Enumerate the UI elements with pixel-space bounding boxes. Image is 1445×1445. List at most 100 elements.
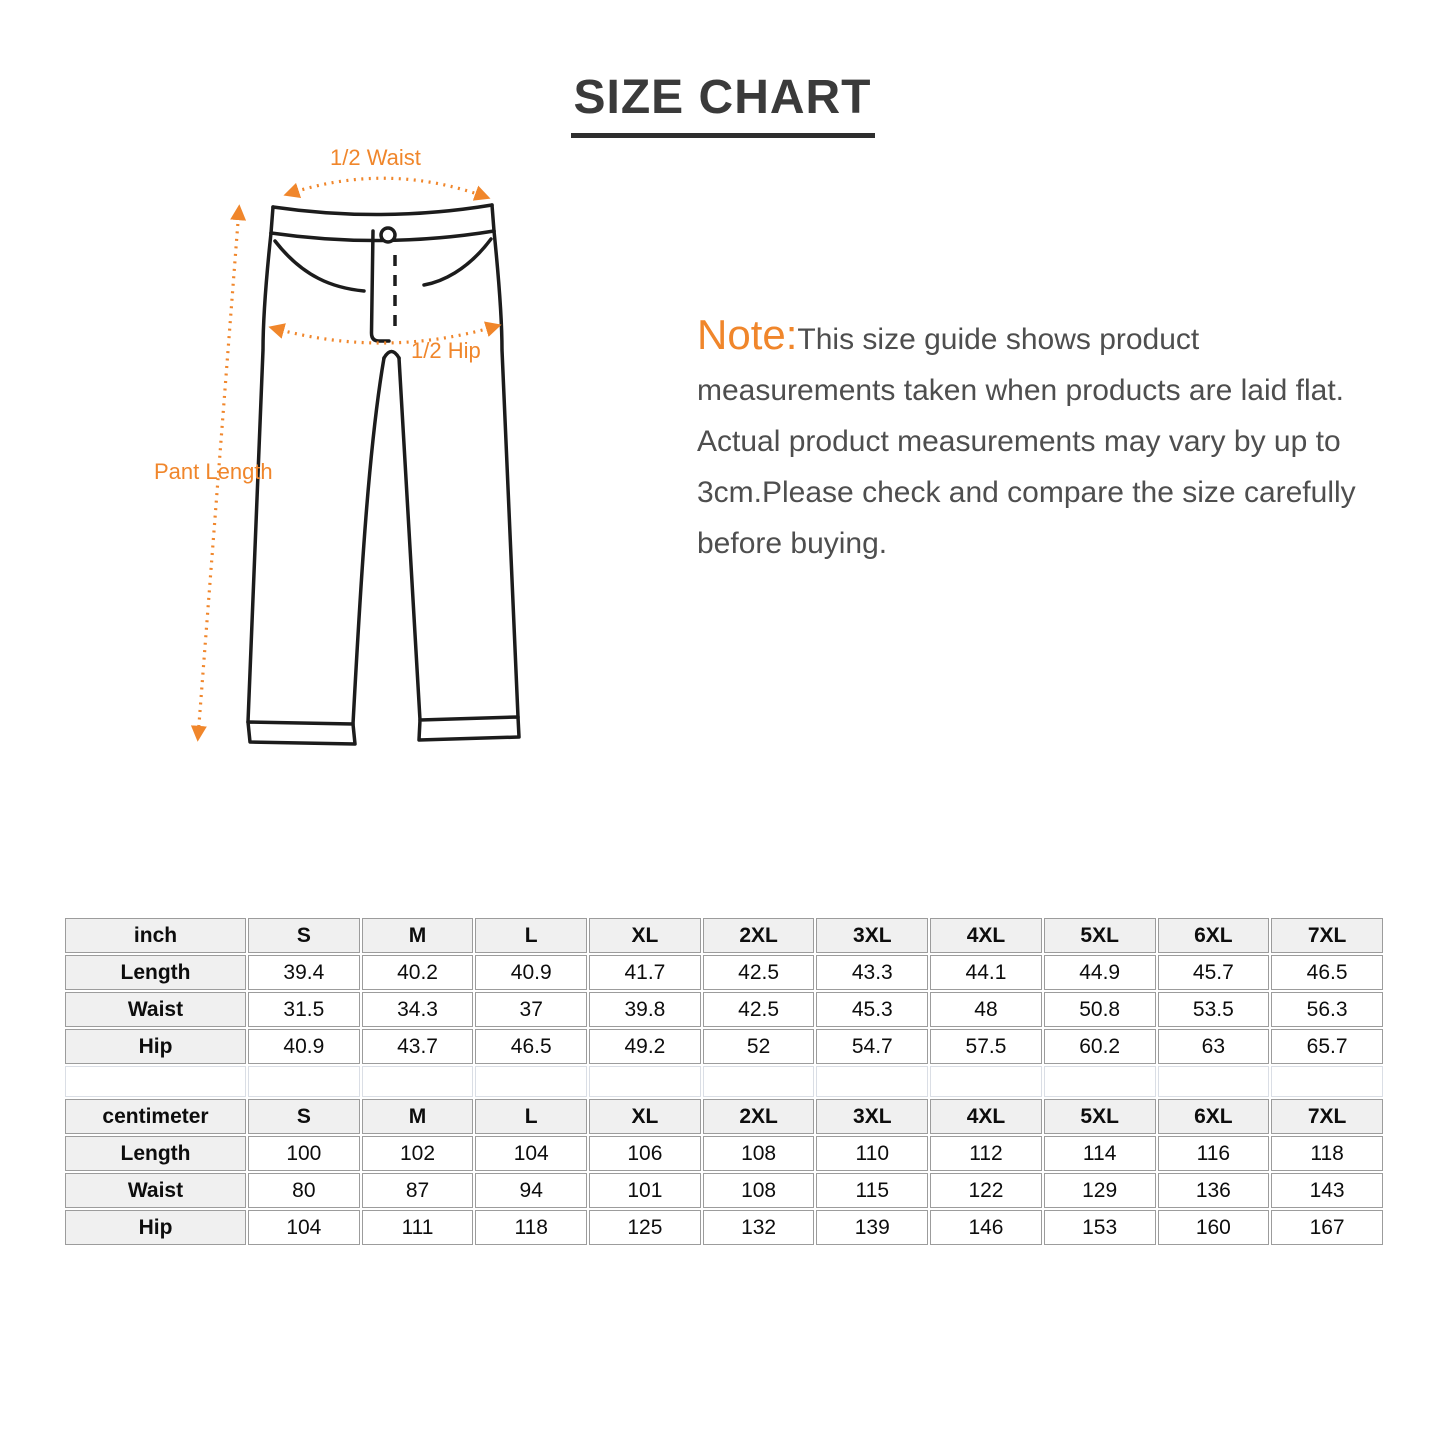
value-cell: 100 (248, 1136, 360, 1171)
value-cell: 80 (248, 1173, 360, 1208)
spacer-cell (1157, 1066, 1270, 1097)
size-header-cell: 2XL (702, 1099, 815, 1134)
size-header-cell: L (475, 1099, 588, 1134)
waist-arrow (283, 176, 491, 201)
hip-arrow (268, 321, 502, 345)
button-icon (379, 226, 397, 244)
value-cell: 37 (475, 992, 588, 1027)
value-cell: 129 (1043, 1173, 1156, 1208)
value-cell: 143 (1271, 1173, 1383, 1208)
table-row: Length 100 102 104 106 108 110 112 114 116 118 (65, 1136, 1383, 1171)
size-header-cell: M (361, 1099, 474, 1134)
size-header-cell: M (361, 918, 474, 953)
size-header-cell: 4XL (930, 918, 1042, 953)
value-cell: 108 (702, 1136, 815, 1171)
pants-diagram: 1/2 Waist 1/2 Hip Pant Length (150, 140, 630, 800)
table-spacer-row (65, 1066, 1383, 1097)
value-cell: 41.7 (589, 955, 701, 990)
value-cell: 136 (1157, 1173, 1270, 1208)
value-cell: 57.5 (930, 1029, 1042, 1064)
page-title: SIZE CHART (570, 70, 875, 138)
value-cell: 48 (930, 992, 1042, 1027)
row-label-cell: Waist (65, 1173, 246, 1208)
pants-line-art (190, 176, 521, 746)
value-cell: 125 (589, 1210, 701, 1245)
row-label-cell: Waist (65, 992, 246, 1027)
value-cell: 39.8 (589, 992, 701, 1027)
value-cell: 101 (589, 1173, 701, 1208)
value-cell: 65.7 (1271, 1029, 1383, 1064)
size-header-cell: 6XL (1157, 1099, 1270, 1134)
value-cell: 46.5 (1271, 955, 1383, 990)
table-row: Waist 31.5 34.3 37 39.8 42.5 45.3 48 50.8 53.5 56.… (65, 992, 1383, 1027)
value-cell: 50.8 (1043, 992, 1156, 1027)
row-label-cell: Hip (65, 1210, 246, 1245)
row-label-cell: Hip (65, 1029, 246, 1064)
unit-header-cell: inch (65, 918, 246, 953)
pocket-curves (273, 237, 493, 293)
value-cell: 45.3 (816, 992, 929, 1027)
table-row: Waist 80 87 94 101 108 115 122 129 136 143 (65, 1173, 1383, 1208)
value-cell: 53.5 (1157, 992, 1270, 1027)
title-area: SIZE CHART (0, 70, 1445, 138)
measurement-arrows (190, 176, 502, 742)
size-header-cell: XL (589, 1099, 701, 1134)
size-header-cell: L (475, 918, 588, 953)
table-header-row: inch S M L XL 2XL 3XL 4XL 5XL 6XL 7XL (65, 918, 1383, 953)
size-header-cell: 7XL (1271, 918, 1383, 953)
value-cell: 43.3 (816, 955, 929, 990)
value-cell: 40.9 (475, 955, 588, 990)
spacer-cell (1043, 1066, 1156, 1097)
spacer-cell (1271, 1066, 1383, 1097)
spacer-cell (248, 1066, 360, 1097)
spacer-cell (816, 1066, 929, 1097)
size-header-cell: 6XL (1157, 918, 1270, 953)
size-header-cell: 5XL (1043, 918, 1156, 953)
value-cell: 54.7 (816, 1029, 929, 1064)
table-row: Hip 104 111 118 125 132 139 146 153 160 167 (65, 1210, 1383, 1245)
value-cell: 44.1 (930, 955, 1042, 990)
waist-label: 1/2 Waist (330, 145, 421, 170)
table-header-row: centimeter S M L XL 2XL 3XL 4XL 5XL 6XL 7XL (65, 1099, 1383, 1134)
value-cell: 45.7 (1157, 955, 1270, 990)
size-table: inch S M L XL 2XL 3XL 4XL 5XL 6XL 7XL Length 39.4 40.… (63, 916, 1385, 1247)
value-cell: 116 (1157, 1136, 1270, 1171)
value-cell: 63 (1157, 1029, 1270, 1064)
size-header-cell: 2XL (702, 918, 815, 953)
value-cell: 122 (930, 1173, 1042, 1208)
row-label-cell: Length (65, 1136, 246, 1171)
value-cell: 40.9 (248, 1029, 360, 1064)
pant-length-label: Pant Length (154, 459, 273, 484)
value-cell: 106 (589, 1136, 701, 1171)
value-cell: 39.4 (248, 955, 360, 990)
table-row: Length 39.4 40.2 40.9 41.7 42.5 43.3 44.1 44.9 45… (65, 955, 1383, 990)
value-cell: 52 (702, 1029, 815, 1064)
size-table-body: inch S M L XL 2XL 3XL 4XL 5XL 6XL 7XL Length 39.4 40.… (65, 918, 1383, 1245)
row-label-cell: Length (65, 955, 246, 990)
unit-header-cell: centimeter (65, 1099, 246, 1134)
size-header-cell: 5XL (1043, 1099, 1156, 1134)
size-header-cell: 3XL (816, 918, 929, 953)
note-paragraph: Note:This size guide shows product measu… (697, 314, 1357, 569)
value-cell: 110 (816, 1136, 929, 1171)
spacer-cell (475, 1066, 588, 1097)
value-cell: 114 (1043, 1136, 1156, 1171)
value-cell: 132 (702, 1210, 815, 1245)
value-cell: 40.2 (361, 955, 474, 990)
value-cell: 111 (361, 1210, 474, 1245)
value-cell: 44.9 (1043, 955, 1156, 990)
value-cell: 139 (816, 1210, 929, 1245)
value-cell: 115 (816, 1173, 929, 1208)
size-header-cell: XL (589, 918, 701, 953)
value-cell: 87 (361, 1173, 474, 1208)
value-cell: 42.5 (702, 955, 815, 990)
value-cell: 43.7 (361, 1029, 474, 1064)
value-cell: 60.2 (1043, 1029, 1156, 1064)
value-cell: 118 (475, 1210, 588, 1245)
value-cell: 34.3 (361, 992, 474, 1027)
size-header-cell: 7XL (1271, 1099, 1383, 1134)
value-cell: 31.5 (248, 992, 360, 1027)
value-cell: 42.5 (702, 992, 815, 1027)
spacer-cell (361, 1066, 474, 1097)
size-header-cell: 3XL (816, 1099, 929, 1134)
